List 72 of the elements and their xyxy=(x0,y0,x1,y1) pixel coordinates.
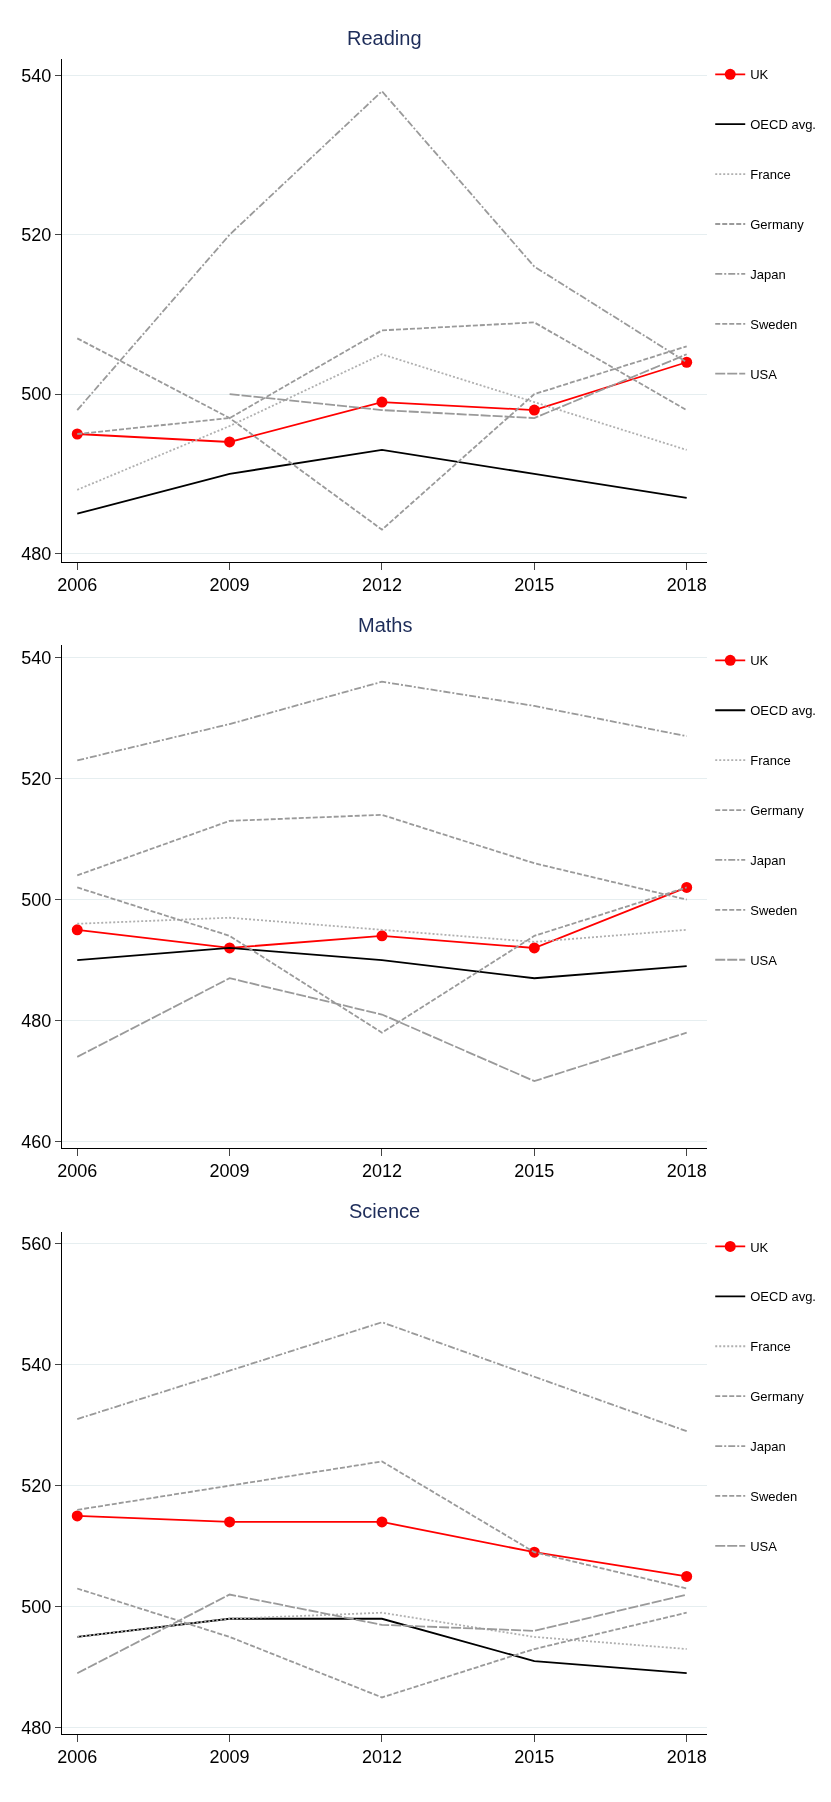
line-series xyxy=(76,1587,688,1699)
point xyxy=(71,1510,83,1522)
x-tick-label: 2009 xyxy=(209,1161,250,1182)
line-series xyxy=(76,449,688,515)
legend-label: OECD avg. xyxy=(750,703,816,719)
y-tick-label: 520 xyxy=(21,1475,52,1496)
x-tick-label: 2006 xyxy=(57,1161,98,1182)
x-tick-label: 2018 xyxy=(666,1161,707,1182)
legend-label: Japan xyxy=(750,266,786,282)
legend-label: Japan xyxy=(750,853,786,869)
legend-label: Sweden xyxy=(750,902,798,918)
legend-label: UK xyxy=(750,653,769,669)
legend-label: Germany xyxy=(750,1389,805,1405)
y-tick-label: 500 xyxy=(21,1596,52,1617)
y-tick-label: 540 xyxy=(21,647,52,668)
legend-label: Germany xyxy=(750,803,805,819)
x-tick-label: 2012 xyxy=(361,1161,402,1182)
point xyxy=(681,881,693,893)
y-tick-label: 520 xyxy=(21,768,52,789)
legend-label: OECD avg. xyxy=(750,117,816,133)
legend-label: UK xyxy=(750,1239,769,1255)
y-tick-label: 520 xyxy=(21,225,52,246)
legend-label: UK xyxy=(750,67,769,83)
x-tick-label: 2015 xyxy=(514,1747,555,1768)
x-tick-label: 2009 xyxy=(209,575,250,596)
chart-title: Maths xyxy=(358,614,413,636)
y-tick-label: 480 xyxy=(21,1717,52,1738)
legend-label: France xyxy=(750,1339,791,1355)
chart-title: Science xyxy=(349,1200,421,1222)
point xyxy=(528,404,540,416)
x-tick-label: 2006 xyxy=(57,1747,98,1768)
legend-label: Sweden xyxy=(750,316,798,332)
legend-label: Germany xyxy=(750,217,805,233)
x-tick-label: 2012 xyxy=(361,575,402,596)
point xyxy=(681,356,693,368)
point xyxy=(376,930,388,942)
line-series xyxy=(76,1321,688,1433)
x-tick-label: 2009 xyxy=(209,1747,250,1768)
y-tick-label: 540 xyxy=(21,65,52,86)
chart-title: Reading xyxy=(347,27,422,49)
point xyxy=(528,942,540,954)
x-tick-label: 2012 xyxy=(361,1747,402,1768)
line-series xyxy=(76,353,688,491)
point xyxy=(71,924,83,936)
y-tick-label: 480 xyxy=(21,543,52,564)
legend-label: OECD avg. xyxy=(750,1289,816,1305)
legend-label: France xyxy=(750,167,791,183)
point xyxy=(376,396,388,408)
point xyxy=(681,1570,693,1582)
x-tick-label: 2015 xyxy=(514,1161,555,1182)
x-tick-label: 2018 xyxy=(666,1747,707,1768)
x-tick-label: 2015 xyxy=(514,575,555,596)
point xyxy=(224,1516,236,1528)
line-series xyxy=(76,1611,688,1650)
y-tick-label: 480 xyxy=(21,1010,52,1031)
y-tick-label: 540 xyxy=(21,1354,52,1375)
x-tick-label: 2006 xyxy=(57,575,98,596)
point xyxy=(224,436,236,448)
legend-label: USA xyxy=(750,952,778,968)
line-series xyxy=(76,1617,688,1675)
legend-label: Japan xyxy=(750,1439,786,1455)
point xyxy=(376,1516,388,1528)
x-tick-label: 2018 xyxy=(666,575,707,596)
legend-label: USA xyxy=(750,366,778,382)
y-tick-label: 560 xyxy=(21,1233,52,1254)
y-tick-label: 500 xyxy=(21,889,52,910)
y-tick-label: 500 xyxy=(21,384,52,405)
y-tick-label: 460 xyxy=(21,1131,52,1152)
legend-label: France xyxy=(750,753,791,769)
line-series xyxy=(76,680,688,762)
legend-label: Sweden xyxy=(750,1489,798,1505)
legend-label: USA xyxy=(750,1538,778,1554)
